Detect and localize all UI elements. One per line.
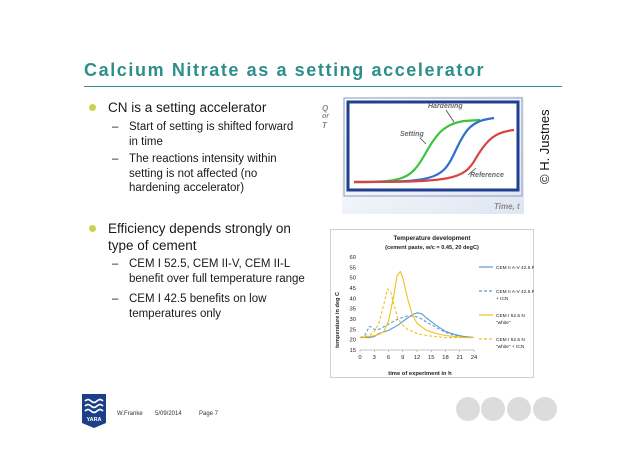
subbullet-1: – Start of setting is shifted forward in… bbox=[112, 120, 319, 149]
x-tick-label: 18 bbox=[442, 355, 448, 361]
chart-border bbox=[330, 229, 534, 378]
chart-y-axis-label: temperature in deg C bbox=[335, 292, 341, 348]
bullet-1-text: CN is a setting accelerator bbox=[108, 100, 267, 115]
legend-label: CEM I 52.5 N bbox=[496, 337, 525, 343]
bullet-dot-icon bbox=[89, 225, 96, 232]
decorative-circle-3 bbox=[507, 397, 531, 421]
diagram-outer-frame bbox=[343, 97, 523, 197]
dash-icon: – bbox=[112, 121, 119, 133]
series-line-4 bbox=[359, 288, 474, 339]
decorative-circle-4 bbox=[533, 397, 557, 421]
footer-date: 5/09/2014 bbox=[155, 411, 182, 417]
diagram-y-label-q: Q bbox=[322, 104, 329, 113]
subbullet-3: – CEM I 52.5, CEM II-V, CEM II-L benefit… bbox=[112, 257, 329, 286]
setting-pointer bbox=[419, 137, 427, 145]
x-tick-label: 15 bbox=[428, 355, 434, 361]
chart-x-axis-label: time of experiment in h bbox=[388, 371, 452, 377]
chart-subtitle: (cement paste, w/c = 0.45, 20 degC) bbox=[385, 245, 479, 251]
chart-series bbox=[359, 270, 475, 339]
subbullet-3-line-1: CEM I 52.5, CEM II-V, CEM II-L bbox=[129, 258, 291, 270]
legend-label: CEM II A-V 42.5 R bbox=[496, 289, 534, 295]
x-tick-label: 24 bbox=[471, 355, 478, 361]
reference-curve bbox=[353, 128, 515, 184]
footer-page: Page 7 bbox=[199, 411, 219, 417]
subbullet-3-line-2: benefit over full temperature range bbox=[129, 272, 305, 285]
legend-label: CEM I 52.5 N bbox=[496, 313, 525, 319]
subbullet-1-line-1: Start of setting is shifted forward bbox=[129, 121, 294, 133]
x-tick-label: 12 bbox=[414, 355, 420, 361]
setting-label: Setting bbox=[400, 131, 424, 138]
temperature-chart: Temperature development (cement paste, w… bbox=[330, 229, 534, 378]
copyright-notice: © H. Justnes bbox=[537, 109, 552, 184]
reference-label: Reference bbox=[470, 172, 504, 179]
y-tick-label: 40 bbox=[350, 296, 356, 302]
legend-label: "white" bbox=[496, 320, 511, 326]
title-underline bbox=[84, 86, 562, 87]
dash-icon: – bbox=[112, 153, 119, 165]
subbullet-4-line-2: temperatures only bbox=[129, 307, 222, 320]
subbullet-2-line-3: hardening accelerator) bbox=[129, 182, 245, 194]
svg-text:YARA: YARA bbox=[86, 417, 101, 423]
diagram-y-label-holder: Q or T bbox=[322, 104, 336, 138]
decorative-circle-2 bbox=[481, 397, 505, 421]
x-tick-label: 0 bbox=[358, 355, 361, 361]
chart-axes: 15 20 25 30 35 40 45 50 55 60 0 3 6 9 12 15 18 21 24 bbox=[350, 255, 478, 361]
y-tick-label: 35 bbox=[350, 307, 356, 313]
bullet-2: Efficiency depends strongly on type of c… bbox=[89, 220, 308, 254]
dash-icon: – bbox=[112, 258, 119, 270]
y-tick-label: 25 bbox=[350, 327, 356, 333]
legend-label: CEM II A-V 42.5 R bbox=[496, 265, 534, 271]
reference-pointer bbox=[467, 167, 477, 176]
diagram-y-label-or: or bbox=[322, 113, 329, 120]
legend-label: + ICN bbox=[496, 296, 509, 302]
series-line-3 bbox=[359, 270, 474, 339]
y-tick-label: 60 bbox=[350, 255, 356, 261]
x-tick-label: 3 bbox=[373, 355, 376, 361]
legend-label: "white" + ICN bbox=[496, 344, 525, 350]
subbullet-2-line-2: setting is not affected (no bbox=[129, 167, 258, 180]
setting-hardening-diagram: Q or T Hardening Setting Reference Time,… bbox=[342, 96, 524, 214]
footer-author: W.Franke bbox=[117, 411, 143, 417]
yara-logo: YARA bbox=[82, 394, 106, 428]
subbullet-4: – CEM I 42.5 benefits on low temperature… bbox=[112, 292, 329, 321]
x-tick-label: 6 bbox=[387, 355, 390, 361]
y-tick-label: 55 bbox=[350, 265, 356, 271]
diagram-x-label: Time, t bbox=[494, 202, 520, 211]
subbullet-1-line-2: in time bbox=[129, 135, 163, 148]
slide-title: Calcium Nitrate as a setting accelerator bbox=[84, 60, 486, 80]
y-tick-label: 45 bbox=[350, 286, 356, 292]
x-tick-label: 9 bbox=[401, 355, 404, 361]
y-tick-label: 20 bbox=[350, 338, 356, 344]
hardening-pointer bbox=[445, 109, 455, 123]
diagram-y-label-t: T bbox=[322, 121, 327, 130]
chart-title: Temperature development bbox=[394, 235, 471, 242]
copyright-text: © H. Justnes bbox=[537, 109, 552, 184]
bullet-2-text: Efficiency depends strongly on type of c… bbox=[108, 221, 291, 253]
y-tick-label: 15 bbox=[350, 348, 356, 354]
subbullet-4-line-1: CEM I 42.5 benefits on low bbox=[129, 293, 267, 305]
subbullet-2: – The reactions intensity within setting… bbox=[112, 152, 319, 196]
hardening-label: Hardening bbox=[428, 103, 463, 110]
y-tick-label: 30 bbox=[350, 317, 356, 323]
y-tick-label: 50 bbox=[350, 276, 356, 282]
bullet-1: CN is a setting accelerator bbox=[89, 99, 328, 116]
decorative-circle-1 bbox=[456, 397, 480, 421]
dash-icon: – bbox=[112, 293, 119, 305]
x-tick-label: 21 bbox=[457, 355, 463, 361]
subbullet-2-line-1: The reactions intensity within bbox=[129, 153, 277, 165]
bullet-dot-icon bbox=[89, 104, 96, 111]
